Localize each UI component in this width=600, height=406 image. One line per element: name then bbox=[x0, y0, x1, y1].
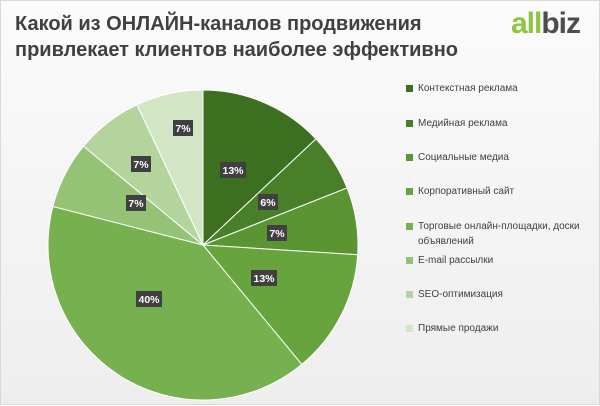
data-label-box bbox=[173, 120, 193, 136]
legend-label: Медийная реклама bbox=[418, 118, 508, 129]
data-label-text: 13% bbox=[253, 273, 275, 285]
data-label-box bbox=[220, 162, 246, 178]
data-label: 40% bbox=[136, 291, 162, 307]
legend-swatch bbox=[406, 120, 413, 127]
data-label-box bbox=[258, 194, 278, 210]
data-label-text: 7% bbox=[269, 228, 285, 240]
data-label: 7% bbox=[126, 195, 146, 211]
legend-label: E-mail рассылки bbox=[418, 255, 494, 266]
legend-item: Торговые онлайн-площадки, доски объявлен… bbox=[406, 219, 591, 253]
data-label-box bbox=[136, 291, 162, 307]
data-label-text: 40% bbox=[138, 294, 160, 306]
allbiz-logo: all biz bbox=[511, 7, 581, 40]
legend-swatch bbox=[406, 223, 413, 230]
legend-swatch bbox=[406, 291, 413, 298]
legend-item: SEO-оптимизация bbox=[406, 287, 591, 321]
data-label-box bbox=[267, 225, 287, 241]
data-label: 7% bbox=[173, 120, 193, 136]
data-label: 7% bbox=[131, 156, 151, 172]
data-label-box bbox=[126, 195, 146, 211]
pie-slices bbox=[47, 89, 359, 401]
legend-item: E-mail рассылки bbox=[406, 253, 591, 287]
data-label-text: 7% bbox=[133, 159, 149, 171]
legend-item: Прямые продажи bbox=[406, 321, 591, 341]
chart-legend: Контекстная реклама Медийная реклама Социа… bbox=[406, 81, 591, 341]
chart-title: Какой из ОНЛАЙН-каналов продвижения прив… bbox=[15, 13, 458, 61]
logo-part-all: all bbox=[511, 7, 542, 40]
data-label: 13% bbox=[220, 162, 246, 178]
legend-item: Контекстная реклама bbox=[406, 81, 591, 116]
legend-swatch bbox=[406, 188, 413, 195]
legend-label: SEO-оптимизация bbox=[418, 289, 503, 300]
pie-slice bbox=[47, 205, 303, 401]
data-label-box bbox=[131, 156, 151, 172]
pie-data-labels: 13% 6% 7% 13% 40% 7% 7% 7% bbox=[126, 120, 287, 307]
data-label: 7% bbox=[267, 225, 287, 241]
legend-swatch bbox=[406, 257, 413, 264]
legend-label: Социальные медиа bbox=[418, 152, 509, 163]
pie-slice bbox=[202, 89, 317, 247]
legend-item: Корпоративный сайт bbox=[406, 184, 591, 219]
data-label-text: 13% bbox=[222, 165, 244, 177]
data-label: 13% bbox=[251, 270, 277, 286]
data-label-text: 7% bbox=[128, 198, 144, 210]
legend-item: Социальные медиа bbox=[406, 150, 591, 184]
logo-part-biz: biz bbox=[541, 7, 581, 40]
legend-swatch bbox=[406, 85, 413, 92]
legend-label: Прямые продажи bbox=[418, 323, 499, 334]
legend-label: Торговые онлайн-площадки, доски объявлен… bbox=[418, 221, 580, 247]
legend-item: Медийная реклама bbox=[406, 116, 591, 150]
pie-slice bbox=[201, 244, 359, 366]
data-label-text: 6% bbox=[260, 197, 276, 209]
legend-label: Корпоративный сайт bbox=[418, 186, 515, 197]
legend-label: Контекстная реклама bbox=[418, 83, 518, 94]
legend-swatch bbox=[406, 154, 413, 161]
data-label-text: 7% bbox=[175, 123, 191, 135]
data-label-box bbox=[251, 270, 277, 286]
legend-swatch bbox=[406, 325, 413, 332]
data-label: 6% bbox=[258, 194, 278, 210]
